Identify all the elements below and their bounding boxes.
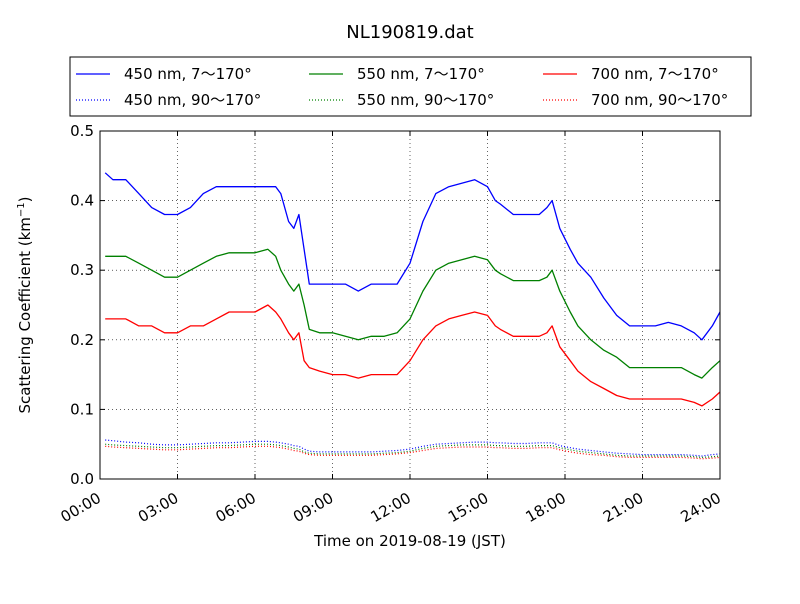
x-tick-label: 21:00	[600, 489, 646, 526]
legend-label: 700 nm, 90～170°	[591, 91, 728, 109]
y-axis-label-end: )	[16, 196, 34, 202]
x-tick-label: 06:00	[213, 489, 259, 526]
series-line-6	[105, 445, 721, 460]
legend-label: 700 nm, 7～170°	[591, 65, 719, 83]
y-tick-label: 0.4	[70, 192, 94, 210]
series-line-4	[105, 439, 721, 457]
y-tick-label: 0.2	[70, 331, 94, 349]
series-layer	[104, 172, 721, 460]
x-tick-label: 18:00	[523, 489, 569, 526]
x-tick-label: 09:00	[290, 489, 336, 526]
y-axis-label-superscript: −1	[16, 202, 27, 217]
chart-title: NL190819.dat	[346, 22, 473, 43]
legend-label: 550 nm, 7～170°	[357, 65, 485, 83]
y-axis-label-main: Scattering Coefficient (km	[16, 217, 34, 413]
series-line-1	[104, 172, 721, 341]
gridlines	[100, 131, 720, 479]
x-tick-label: 24:00	[678, 489, 724, 526]
x-axis-label: Time on 2019-08-19 (JST)	[313, 532, 506, 550]
y-tick-label: 0.5	[70, 122, 94, 140]
y-tick-label: 0.0	[70, 470, 94, 488]
legend-label: 450 nm, 90～170°	[124, 91, 261, 109]
legend-box	[69, 56, 752, 117]
x-tick-label: 00:00	[58, 489, 104, 526]
series-line-2	[105, 248, 721, 379]
x-tick-label: 15:00	[445, 489, 491, 526]
series-line-5	[105, 443, 721, 458]
legend-label: 550 nm, 90～170°	[357, 91, 494, 109]
x-tick-label: 03:00	[135, 489, 181, 526]
y-tick-label: 0.1	[70, 400, 94, 418]
legend-label: 450 nm, 7～170°	[124, 65, 252, 83]
y-axis-label: Scattering Coefficient (km−1)	[16, 196, 34, 413]
x-tick-label: 12:00	[368, 489, 414, 526]
y-axis-ticks: 0.0 0.1 0.2 0.3 0.4 0.5	[70, 122, 720, 488]
series-line-3	[105, 304, 721, 407]
y-tick-label: 0.3	[70, 261, 94, 279]
legend: 450 nm, 7～170° 450 nm, 90～170° 550 nm, 7～1…	[69, 56, 752, 117]
